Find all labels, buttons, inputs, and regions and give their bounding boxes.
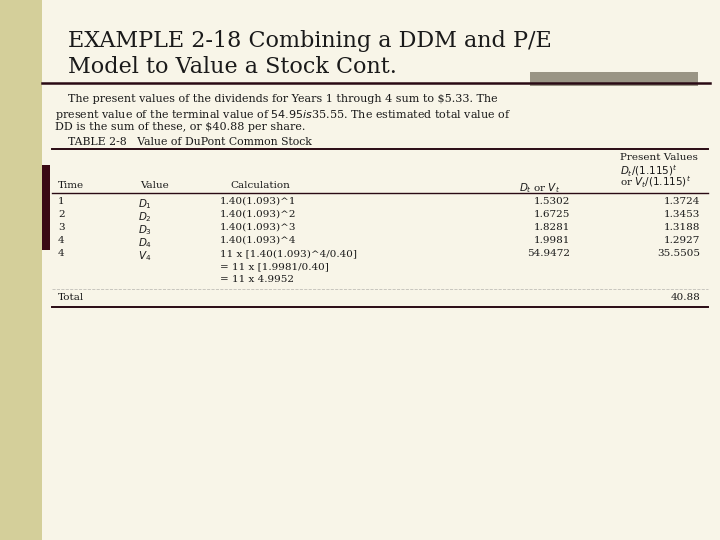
Text: DD is the sum of these, or $40.88 per share.: DD is the sum of these, or $40.88 per sh… bbox=[55, 122, 305, 132]
Text: 11 x [1.40(1.093)^4/0.40]: 11 x [1.40(1.093)^4/0.40] bbox=[220, 249, 357, 258]
FancyBboxPatch shape bbox=[530, 72, 698, 86]
Text: = 11 x 4.9952: = 11 x 4.9952 bbox=[220, 275, 294, 284]
Text: 4: 4 bbox=[58, 249, 65, 258]
FancyBboxPatch shape bbox=[0, 0, 42, 540]
Text: $D_{1}$: $D_{1}$ bbox=[138, 197, 152, 211]
FancyBboxPatch shape bbox=[42, 165, 50, 250]
Text: 1.40(1.093)^2: 1.40(1.093)^2 bbox=[220, 210, 297, 219]
Text: Present Values: Present Values bbox=[620, 153, 698, 162]
Text: TABLE 2-8   Value of DuPont Common Stock: TABLE 2-8 Value of DuPont Common Stock bbox=[68, 137, 312, 147]
Text: 1.8281: 1.8281 bbox=[534, 223, 570, 232]
Text: Time: Time bbox=[58, 181, 84, 190]
Text: 3: 3 bbox=[58, 223, 65, 232]
Text: 2: 2 bbox=[58, 210, 65, 219]
Text: 1.6725: 1.6725 bbox=[534, 210, 570, 219]
Text: 1.40(1.093)^1: 1.40(1.093)^1 bbox=[220, 197, 297, 206]
Text: The present values of the dividends for Years 1 through 4 sum to $5.33. The: The present values of the dividends for … bbox=[68, 94, 498, 104]
Text: 1.5302: 1.5302 bbox=[534, 197, 570, 206]
Text: $V_{4}$: $V_{4}$ bbox=[138, 249, 152, 263]
Text: $D_{2}$: $D_{2}$ bbox=[138, 210, 152, 224]
Text: 40.88: 40.88 bbox=[670, 293, 700, 302]
Text: 35.5505: 35.5505 bbox=[657, 249, 700, 258]
Text: 4: 4 bbox=[58, 236, 65, 245]
Text: Total: Total bbox=[58, 293, 84, 302]
Text: = 11 x [1.9981/0.40]: = 11 x [1.9981/0.40] bbox=[220, 262, 329, 271]
Text: $D_t/(1.115)^t$: $D_t/(1.115)^t$ bbox=[620, 164, 678, 179]
Text: Calculation: Calculation bbox=[230, 181, 290, 190]
Text: 1.3724: 1.3724 bbox=[664, 197, 700, 206]
Text: 54.9472: 54.9472 bbox=[527, 249, 570, 258]
Text: EXAMPLE 2-18 Combining a DDM and P/E: EXAMPLE 2-18 Combining a DDM and P/E bbox=[68, 30, 552, 52]
Text: 1.3188: 1.3188 bbox=[664, 223, 700, 232]
Text: Model to Value a Stock Cont.: Model to Value a Stock Cont. bbox=[68, 56, 397, 78]
Text: 1.9981: 1.9981 bbox=[534, 236, 570, 245]
Text: 1.3453: 1.3453 bbox=[664, 210, 700, 219]
Text: or $V_t/(1.115)^t$: or $V_t/(1.115)^t$ bbox=[620, 175, 691, 191]
Text: 1.40(1.093)^4: 1.40(1.093)^4 bbox=[220, 236, 297, 245]
Text: $D_t$ or $V_t$: $D_t$ or $V_t$ bbox=[519, 181, 561, 195]
Text: $D_{4}$: $D_{4}$ bbox=[138, 236, 152, 250]
Text: present value of the terminal value of $54.95 is $35.55. The estimated total val: present value of the terminal value of $… bbox=[55, 108, 511, 122]
FancyBboxPatch shape bbox=[42, 0, 720, 540]
Text: 1.2927: 1.2927 bbox=[664, 236, 700, 245]
Text: $D_{3}$: $D_{3}$ bbox=[138, 223, 152, 237]
Text: Value: Value bbox=[140, 181, 168, 190]
Text: 1: 1 bbox=[58, 197, 65, 206]
Text: 1.40(1.093)^3: 1.40(1.093)^3 bbox=[220, 223, 297, 232]
